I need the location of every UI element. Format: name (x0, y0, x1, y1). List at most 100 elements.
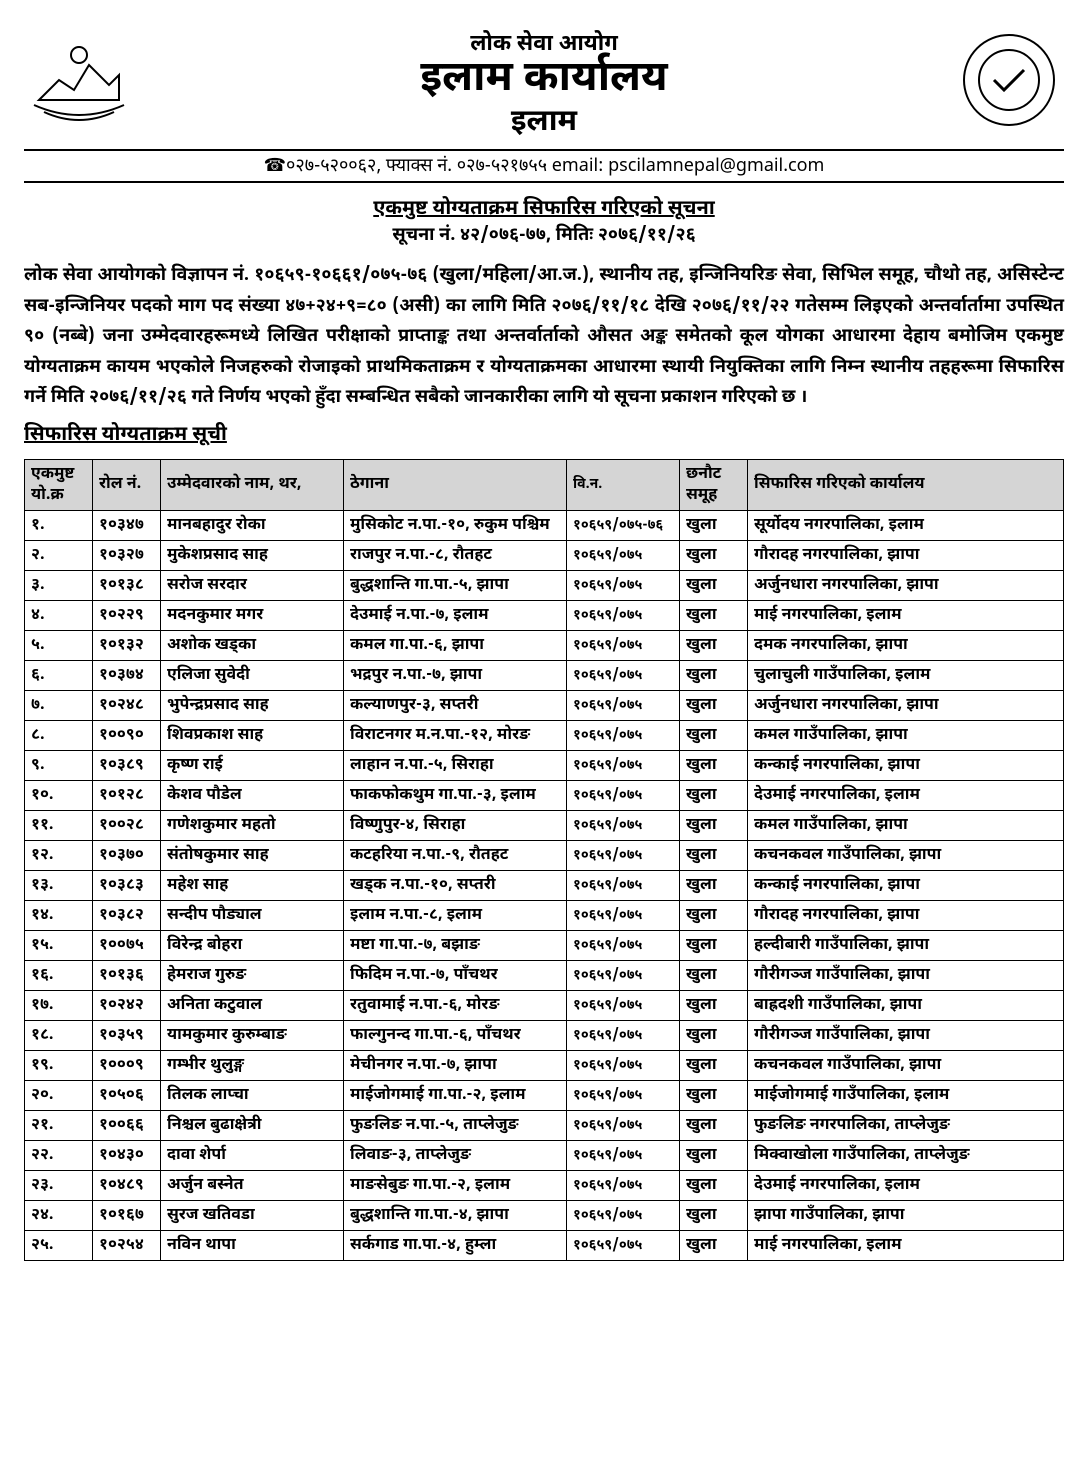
cell-address: राजपुर न.पा.-८, रौतहट (344, 540, 567, 570)
cell-group: खुला (680, 1170, 748, 1200)
table-row: ८.१००९०शिवप्रकाश साहविराटनगर म.न.पा.-१२,… (25, 720, 1064, 750)
cell-name: भुपेन्द्रप्रसाद साह (161, 690, 344, 720)
cell-roll: १०४८९ (93, 1170, 161, 1200)
table-row: १०.१०१२८केशव पौडेलफाकफोकथुम गा.पा.-३, इल… (25, 780, 1064, 810)
cell-sn: ७. (25, 690, 93, 720)
cell-roll: १०२२९ (93, 600, 161, 630)
cell-roll: १०३२७ (93, 540, 161, 570)
cell-sn: १. (25, 510, 93, 540)
notice-sub: सूचना नं. ४२/०७६-७७, मितिः २०७६/११/२६ (24, 225, 1064, 248)
cell-name: यामकुमार कुरुम्बाङ (161, 1020, 344, 1050)
cell-group: खुला (680, 990, 748, 1020)
cell-name: महेश साह (161, 870, 344, 900)
cell-address: देउमाई न.पा.-७, इलाम (344, 600, 567, 630)
th-name: उम्मेदवारको नाम, थर, (161, 459, 344, 510)
cell-name: दावा शेर्पा (161, 1140, 344, 1170)
cell-address: बुद्धशान्ति गा.पा.-५, झापा (344, 570, 567, 600)
cell-name: एलिजा सुवेदी (161, 660, 344, 690)
cell-name: तिलक लाप्चा (161, 1080, 344, 1110)
table-row: ७.१०२४८भुपेन्द्रप्रसाद साहकल्याणपुर-३, स… (25, 690, 1064, 720)
cell-sn: १२. (25, 840, 93, 870)
cell-advert: १०६५९/०७५ (567, 660, 680, 690)
cell-group: खुला (680, 1050, 748, 1080)
notice-paragraph: लोक सेवा आयोगको विज्ञापन नं. १०६५९-१०६६१… (24, 262, 1064, 415)
cell-sn: १९. (25, 1050, 93, 1080)
cell-advert: १०६५९/०७५ (567, 720, 680, 750)
cell-name: मुकेशप्रसाद साह (161, 540, 344, 570)
cell-address: फुङलिङ न.पा.-५, ताप्लेजुङ (344, 1110, 567, 1140)
cell-roll: १०००९ (93, 1050, 161, 1080)
cell-name: गणेशकुमार महतो (161, 810, 344, 840)
cell-group: खुला (680, 660, 748, 690)
cell-advert: १०६५९/०७५ (567, 990, 680, 1020)
cell-roll: १०१६७ (93, 1200, 161, 1230)
table-row: १६.१०१३६हेमराज गुरुङफिदिम न.पा.-७, पाँचथ… (25, 960, 1064, 990)
cell-group: खुला (680, 780, 748, 810)
cell-sn: ३. (25, 570, 93, 600)
table-row: १४.१०३८२सन्दीप पौड्यालइलाम न.पा.-८, इलाम… (25, 900, 1064, 930)
cell-advert: १०६५९/०७५ (567, 870, 680, 900)
table-row: ४.१०२२९मदनकुमार मगरदेउमाई न.पा.-७, इलाम१… (25, 600, 1064, 630)
cell-name: अनिता कटुवाल (161, 990, 344, 1020)
contact-line: ☎०२७-५२००६२, फ्याक्स नं. ०२७-५२१७५५ emai… (24, 149, 1064, 183)
cell-office: सूर्योदय नगरपालिका, इलाम (748, 510, 1064, 540)
notice-title: एकमुष्ट योग्यताक्रम सिफारिस गरिएको सूचना (24, 197, 1064, 223)
th-advert: वि.न. (567, 459, 680, 510)
cell-name: विरेन्द्र बोहरा (161, 930, 344, 960)
cell-address: विराटनगर म.न.पा.-१२, मोरङ (344, 720, 567, 750)
cell-roll: १०१३८ (93, 570, 161, 600)
cell-advert: १०६५९/०७५ (567, 960, 680, 990)
cell-advert: १०६५९/०७५-७६ (567, 510, 680, 540)
cell-group: खुला (680, 840, 748, 870)
th-roll: रोल नं. (93, 459, 161, 510)
th-address: ठेगाना (344, 459, 567, 510)
cell-office: गौरादह नगरपालिका, झापा (748, 540, 1064, 570)
cell-group: खुला (680, 870, 748, 900)
cell-group: खुला (680, 960, 748, 990)
cell-office: कचनकवल गाउँपालिका, झापा (748, 840, 1064, 870)
cell-name: अर्जुन बस्नेत (161, 1170, 344, 1200)
cell-sn: ९. (25, 750, 93, 780)
cell-roll: १००२८ (93, 810, 161, 840)
merit-table: एकमुष्ट यो.क्र रोल नं. उम्मेदवारको नाम, … (24, 459, 1064, 1261)
cell-advert: १०६५९/०७५ (567, 1230, 680, 1260)
cell-name: हेमराज गुरुङ (161, 960, 344, 990)
cell-address: बुद्धशान्ति गा.पा.-४, झापा (344, 1200, 567, 1230)
cell-address: मष्टा गा.पा.-७, बझाङ (344, 930, 567, 960)
cell-address: मेचीनगर न.पा.-७, झापा (344, 1050, 567, 1080)
list-title: सिफारिस योग्यताक्रम सूची (24, 423, 1064, 449)
cell-group: खुला (680, 1080, 748, 1110)
table-row: २१.१००६६निश्चल बुढाक्षेत्रीफुङलिङ न.पा.-… (25, 1110, 1064, 1140)
cell-roll: १००९० (93, 720, 161, 750)
title-block: लोक सेवा आयोग इलाम कार्यालय इलाम (134, 30, 954, 143)
cell-name: सरोज सरदार (161, 570, 344, 600)
cell-advert: १०६५९/०७५ (567, 750, 680, 780)
cell-advert: १०६५९/०७५ (567, 1200, 680, 1230)
cell-roll: १०३४७ (93, 510, 161, 540)
cell-roll: १०४३० (93, 1140, 161, 1170)
cell-address: सर्कगाड गा.पा.-४, हुम्ला (344, 1230, 567, 1260)
cell-advert: १०६५९/०७५ (567, 690, 680, 720)
cell-roll: १०३८३ (93, 870, 161, 900)
table-row: ३.१०१३८सरोज सरदारबुद्धशान्ति गा.पा.-५, झ… (25, 570, 1064, 600)
cell-sn: १३. (25, 870, 93, 900)
cell-advert: १०६५९/०७५ (567, 1110, 680, 1140)
cell-office: देउमाई नगरपालिका, इलाम (748, 780, 1064, 810)
cell-group: खुला (680, 1230, 748, 1260)
cell-advert: १०६५९/०७५ (567, 540, 680, 570)
cell-group: खुला (680, 570, 748, 600)
table-row: १.१०३४७मानबहादुर रोकामुसिकोट न.पा.-१०, र… (25, 510, 1064, 540)
cell-name: शिवप्रकाश साह (161, 720, 344, 750)
cell-roll: १०३७० (93, 840, 161, 870)
cell-office: फुङलिङ नगरपालिका, ताप्लेजुङ (748, 1110, 1064, 1140)
cell-group: खुला (680, 1110, 748, 1140)
cell-office: देउमाई नगरपालिका, इलाम (748, 1170, 1064, 1200)
table-row: ११.१००२८गणेशकुमार महतोविष्णुपुर-४, सिराह… (25, 810, 1064, 840)
cell-sn: २३. (25, 1170, 93, 1200)
cell-address: मुसिकोट न.पा.-१०, रुकुम पश्चिम (344, 510, 567, 540)
cell-sn: १५. (25, 930, 93, 960)
cell-group: खुला (680, 1140, 748, 1170)
cell-office: मिक्वाखोला गाउँपालिका, ताप्लेजुङ (748, 1140, 1064, 1170)
cell-office: गौरीगञ्ज गाउँपालिका, झापा (748, 960, 1064, 990)
cell-address: कल्याणपुर-३, सप्तरी (344, 690, 567, 720)
